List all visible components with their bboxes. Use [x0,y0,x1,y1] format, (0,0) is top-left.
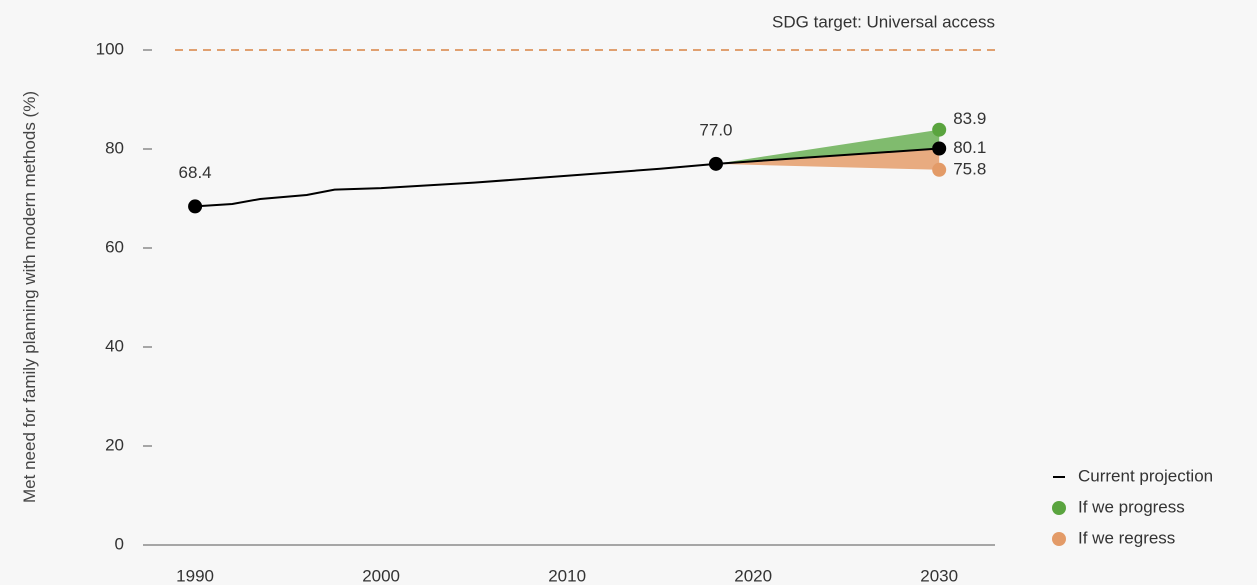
y-tick-label: 0 [115,534,124,553]
y-tick-label: 100 [96,39,124,58]
y-tick-label: 20 [105,435,124,454]
point [932,141,947,156]
y-tick-label: 40 [105,336,124,355]
y-tick-label: 60 [105,237,124,256]
x-tick-label: 2020 [734,566,772,585]
y-tick-label: 80 [105,138,124,157]
x-tick-label: 1990 [176,566,214,585]
point [188,199,203,214]
scenario-area [715,148,940,170]
data-label: 80.1 [953,138,986,157]
target-label: SDG target: Universal access [772,12,995,31]
scenario-area [715,129,940,164]
legend-label: If we regress [1078,528,1175,547]
legend-swatch [1052,501,1066,515]
point [708,156,723,171]
data-label: 77.0 [699,120,732,139]
point [932,162,947,177]
x-tick-label: 2000 [362,566,400,585]
legend-label: Current projection [1078,466,1213,485]
projection-line [195,147,940,208]
data-label: 83.9 [953,109,986,128]
legend-swatch [1052,532,1066,546]
x-tick-label: 2030 [920,566,958,585]
point [932,122,947,137]
legend-label: If we progress [1078,497,1185,516]
x-tick-label: 2010 [548,566,586,585]
data-label: 75.8 [953,159,986,178]
data-label: 68.4 [179,163,212,182]
